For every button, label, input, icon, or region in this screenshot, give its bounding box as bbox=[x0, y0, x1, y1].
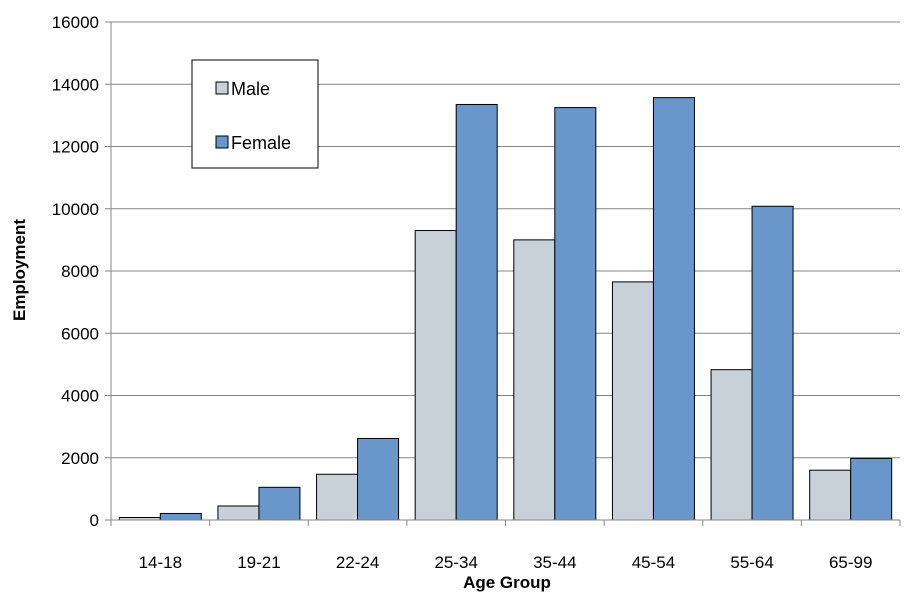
bar-female-14-18 bbox=[159, 512, 202, 521]
y-tick-label: 4000 bbox=[61, 387, 99, 406]
y-axis-title: Employment bbox=[10, 219, 29, 321]
bar-male-35-44 bbox=[513, 239, 556, 521]
bar-female-35-44 bbox=[554, 107, 597, 521]
bars bbox=[118, 97, 893, 521]
bar-male-45-54 bbox=[611, 281, 654, 521]
legend-label-male: Male bbox=[231, 79, 270, 99]
y-tick-label: 0 bbox=[90, 511, 99, 530]
x-tick-label: 25-34 bbox=[434, 553, 477, 572]
x-axis-title: Age Group bbox=[463, 573, 551, 592]
bar-female-19-21 bbox=[258, 486, 301, 521]
bar-male-65-99 bbox=[809, 469, 852, 521]
x-tick-label: 35-44 bbox=[533, 553, 576, 572]
bar-female-25-34 bbox=[455, 103, 498, 521]
y-tick-label: 14000 bbox=[52, 75, 99, 94]
bar-female-55-64 bbox=[751, 205, 794, 521]
legend-swatch-female bbox=[215, 135, 229, 149]
bar-male-55-64 bbox=[710, 369, 753, 521]
bar-male-22-24 bbox=[316, 473, 359, 521]
legend-swatch-male bbox=[215, 81, 229, 95]
x-tick-label: 65-99 bbox=[829, 553, 872, 572]
bar-female-22-24 bbox=[357, 437, 400, 521]
bar-female-45-54 bbox=[652, 97, 695, 521]
y-tick-label: 12000 bbox=[52, 138, 99, 157]
legend-box bbox=[191, 59, 319, 169]
y-tick-label: 6000 bbox=[61, 324, 99, 343]
bar-male-25-34 bbox=[414, 230, 457, 521]
x-tick-labels: 14-18 19-21 22-24 25-34 35-44 45-54 55-64 65-99 bbox=[139, 553, 873, 572]
x-tick-label: 55-64 bbox=[730, 553, 773, 572]
legend: Male Female bbox=[191, 59, 319, 169]
y-tick-label: 16000 bbox=[52, 13, 99, 32]
bar-female-65-99 bbox=[850, 457, 893, 521]
axes bbox=[110, 22, 901, 526]
x-tick-label: 19-21 bbox=[237, 553, 280, 572]
x-tick-label: 45-54 bbox=[632, 553, 675, 572]
x-tick-label: 22-24 bbox=[336, 553, 379, 572]
y-tick-labels: 0 2000 4000 6000 8000 10000 12000 14000 16000 bbox=[52, 13, 99, 530]
x-tick-label: 14-18 bbox=[139, 553, 182, 572]
y-tick-label: 8000 bbox=[61, 262, 99, 281]
y-tick-label: 10000 bbox=[52, 200, 99, 219]
y-tick-label: 2000 bbox=[61, 449, 99, 468]
legend-label-female: Female bbox=[231, 133, 291, 153]
bar-male-19-21 bbox=[217, 505, 260, 521]
